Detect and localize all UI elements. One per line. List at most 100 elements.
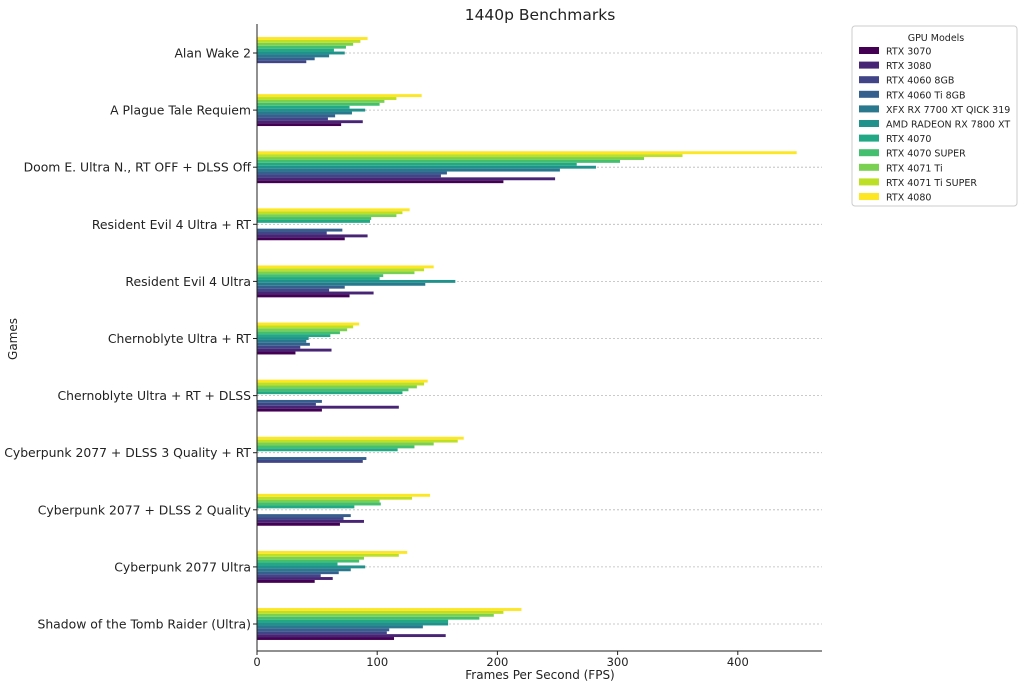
- bar: [257, 334, 331, 338]
- bar: [257, 208, 410, 212]
- bar: [257, 405, 399, 409]
- legend-swatch: [859, 134, 879, 142]
- legend-swatch: [859, 90, 879, 98]
- bar: [257, 217, 372, 220]
- legend-entry: RTX 4060 Ti 8GB: [886, 90, 966, 101]
- bar: [257, 565, 366, 569]
- bar: [257, 234, 368, 238]
- bar: [257, 99, 385, 103]
- bar: [257, 568, 351, 572]
- bar: [257, 42, 354, 46]
- bar: [257, 174, 441, 178]
- bar: [257, 285, 345, 289]
- bar: [257, 559, 360, 563]
- bar: [257, 159, 620, 163]
- bar: [257, 556, 364, 560]
- legend-swatch: [859, 105, 879, 113]
- bar: [257, 51, 345, 55]
- bar: [257, 519, 364, 523]
- bar: [257, 211, 403, 215]
- bar: [257, 214, 397, 218]
- legend-entry: RTX 3080: [886, 61, 931, 72]
- bar: [257, 108, 366, 112]
- bar: [257, 348, 332, 352]
- legend-entry: RTX 4070 SUPER: [886, 149, 966, 160]
- legend-swatch: [859, 149, 879, 157]
- bar: [257, 271, 415, 275]
- bar: [257, 39, 361, 43]
- x-tick-label: 100: [366, 655, 388, 669]
- bar: [257, 382, 425, 386]
- bar: [257, 499, 380, 503]
- bar: [257, 54, 330, 58]
- axes: Alan Wake 2 A Plague Tale Requiem Doom E. …: [4, 24, 822, 669]
- bar: [257, 445, 415, 449]
- bar: [257, 616, 480, 620]
- bar: [257, 459, 363, 463]
- bar: [257, 94, 422, 98]
- bar: [257, 151, 797, 155]
- bar: [257, 282, 426, 286]
- bar: [257, 442, 434, 446]
- legend-swatch: [859, 47, 879, 54]
- y-tick-label: Resident Evil 4 Ultra + RT: [92, 217, 252, 232]
- bar: [257, 574, 321, 578]
- bar: [257, 517, 344, 520]
- bar: [257, 339, 307, 343]
- y-tick-label: Chernoblyte Ultra + RT: [108, 331, 252, 346]
- bar: [257, 237, 345, 241]
- bar: [257, 637, 395, 640]
- bar: [257, 628, 390, 632]
- bar: [257, 288, 330, 292]
- bar: [257, 37, 368, 40]
- bar: [257, 608, 522, 611]
- x-tick-label: 200: [486, 655, 508, 669]
- bar: [257, 331, 340, 335]
- legend-frame: [851, 25, 1018, 207]
- bar: [257, 571, 339, 575]
- bar: [257, 105, 350, 109]
- bar: [257, 231, 327, 235]
- x-tick-label: 0: [253, 655, 260, 669]
- bar: [257, 57, 315, 61]
- bar: [257, 553, 399, 557]
- bar: [257, 385, 417, 389]
- bar: [257, 351, 296, 355]
- bar: [257, 634, 446, 638]
- bar: [257, 294, 350, 298]
- bar: [257, 342, 310, 346]
- bar: [257, 408, 322, 412]
- y-tick-label: Resident Evil 4 Ultra: [125, 274, 251, 289]
- legend-swatch: [859, 61, 879, 69]
- legend-entry: XFX RX 7700 XT QICK 319: [886, 105, 1010, 116]
- bar: [257, 439, 458, 443]
- y-tick-label: Cyberpunk 2077 + DLSS 3 Quality + RT: [4, 445, 251, 460]
- bar: [257, 274, 384, 278]
- x-tick-label: 400: [727, 655, 749, 669]
- legend-swatch: [859, 193, 879, 200]
- bar: [257, 402, 316, 406]
- bar: [257, 337, 309, 340]
- bar: [257, 114, 336, 118]
- bar: [257, 379, 428, 383]
- bar: [257, 496, 413, 500]
- bar: [257, 625, 423, 629]
- gridlines: [257, 52, 822, 625]
- legend-entry: RTX 4080: [886, 193, 931, 204]
- legend-entry: RTX 4070: [886, 134, 931, 145]
- bar: [257, 120, 363, 124]
- bar: [257, 328, 348, 332]
- bar: [257, 436, 464, 440]
- bar: [257, 48, 334, 52]
- bar: [257, 562, 338, 566]
- bar: [257, 45, 346, 49]
- bar: [257, 502, 381, 506]
- bar: [257, 457, 367, 460]
- legend-entry: AMD RADEON RX 7800 XT: [886, 120, 1010, 131]
- bar: [257, 117, 328, 121]
- bar: [257, 345, 301, 349]
- y-tick-label: A Plague Tale Requiem: [110, 103, 251, 118]
